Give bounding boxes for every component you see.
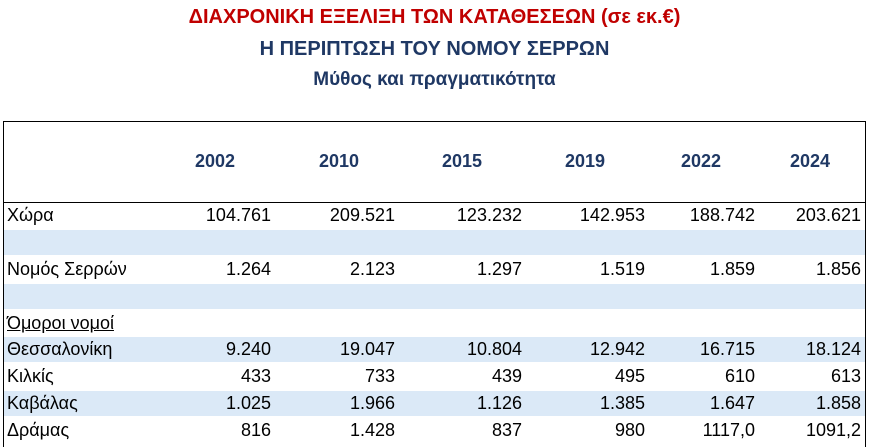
- cell-value: 209.521: [329, 205, 395, 225]
- cell-value: 1117,0: [702, 420, 755, 440]
- cell-value: 613: [830, 366, 861, 386]
- cell-value: 188.742: [689, 205, 755, 225]
- cell-value: 1091,2: [805, 420, 861, 440]
- table-row-kavala: Καβάλας 1.025 1.966 1.126 1.385 1.647 1.…: [4, 391, 865, 416]
- tagline: Μύθος και πραγματικότητα: [313, 69, 556, 90]
- cell-value: 142.953: [579, 205, 645, 225]
- cell-value: 610: [724, 366, 755, 386]
- cell-value: 1.966: [349, 393, 395, 413]
- cell-value: 1.647: [709, 393, 755, 413]
- year-header: 2022: [680, 151, 722, 171]
- row-label: Καβάλας: [7, 393, 78, 413]
- table-row-spacer: [4, 284, 865, 309]
- cell-value: 10.804: [466, 339, 522, 359]
- year-header: 2019: [564, 151, 606, 171]
- row-label: Δράμας: [7, 420, 70, 440]
- cell-value: 19.047: [339, 339, 395, 359]
- cell-value: 1.859: [709, 259, 755, 279]
- cell-value: 733: [364, 366, 395, 386]
- cell-value: 433: [240, 366, 271, 386]
- table-row-serres: Νομός Σερρών 1.264 2.123 1.297 1.519 1.8…: [4, 257, 865, 282]
- cell-value: 439: [491, 366, 522, 386]
- cell-value: 2.123: [349, 259, 395, 279]
- row-label: Κιλκίς: [7, 366, 54, 386]
- cell-value: 104.761: [205, 205, 271, 225]
- cell-value: 1.297: [476, 259, 522, 279]
- year-header: 2015: [441, 151, 483, 171]
- row-label: Νομός Σερρών: [7, 259, 127, 279]
- table-row-drama: Δράμας 816 1.428 837 980 1117,0 1091,2: [4, 418, 865, 443]
- cell-value: 18.124: [805, 339, 861, 359]
- cell-value: 980: [614, 420, 645, 440]
- table-row-kilkis: Κιλκίς 433 733 439 495 610 613: [4, 364, 865, 389]
- cell-value: 1.519: [599, 259, 645, 279]
- year-header: 2010: [318, 151, 360, 171]
- cell-value: 1.385: [599, 393, 645, 413]
- cell-value: 1.858: [815, 393, 861, 413]
- cell-value: 1.264: [225, 259, 271, 279]
- cell-value: 1.428: [349, 420, 395, 440]
- subtitle: Η ΠΕΡΙΠΤΩΣΗ ΤΟΥ ΝΟΜΟΥ ΣΕΡΡΩΝ: [259, 38, 610, 60]
- cell-value: 495: [614, 366, 645, 386]
- row-label: Χώρα: [7, 205, 54, 225]
- cell-value: 1.856: [815, 259, 861, 279]
- table-header: 2002 2010 2015 2019 2022 2024: [4, 122, 865, 203]
- year-header: 2024: [789, 151, 831, 171]
- cell-value: 16.715: [699, 339, 755, 359]
- table-row-country: Χώρα 104.761 209.521 123.232 142.953 188…: [4, 203, 865, 228]
- cell-value: 1.025: [225, 393, 271, 413]
- cell-value: 837: [491, 420, 522, 440]
- table-row-neighbors-heading: Όμοροι νομοί: [4, 311, 865, 336]
- table-row-spacer: [4, 230, 865, 255]
- cell-value: 9.240: [225, 339, 271, 359]
- row-label: Θεσσαλονίκη: [7, 339, 113, 359]
- main-title: ΔΙΑΧΡΟΝΙΚΗ ΕΞΕΛΙΞΗ ΤΩΝ ΚΑΤΑΘΕΣΕΩΝ (σε εκ…: [188, 6, 681, 28]
- deposits-table: 2002 2010 2015 2019 2022 2024 Χώρα 104.7…: [3, 121, 866, 447]
- cell-value: 816: [240, 420, 271, 440]
- cell-value: 203.621: [795, 205, 861, 225]
- section-heading: Όμοροι νομοί: [7, 313, 114, 333]
- year-header: 2002: [194, 151, 236, 171]
- cell-value: 12.942: [589, 339, 645, 359]
- cell-value: 123.232: [456, 205, 522, 225]
- cell-value: 1.126: [476, 393, 522, 413]
- table-row-thessaloniki: Θεσσαλονίκη 9.240 19.047 10.804 12.942 1…: [4, 337, 865, 362]
